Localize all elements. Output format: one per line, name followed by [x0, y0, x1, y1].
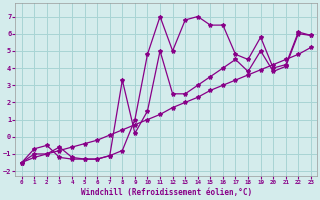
X-axis label: Windchill (Refroidissement éolien,°C): Windchill (Refroidissement éolien,°C) [81, 188, 252, 197]
